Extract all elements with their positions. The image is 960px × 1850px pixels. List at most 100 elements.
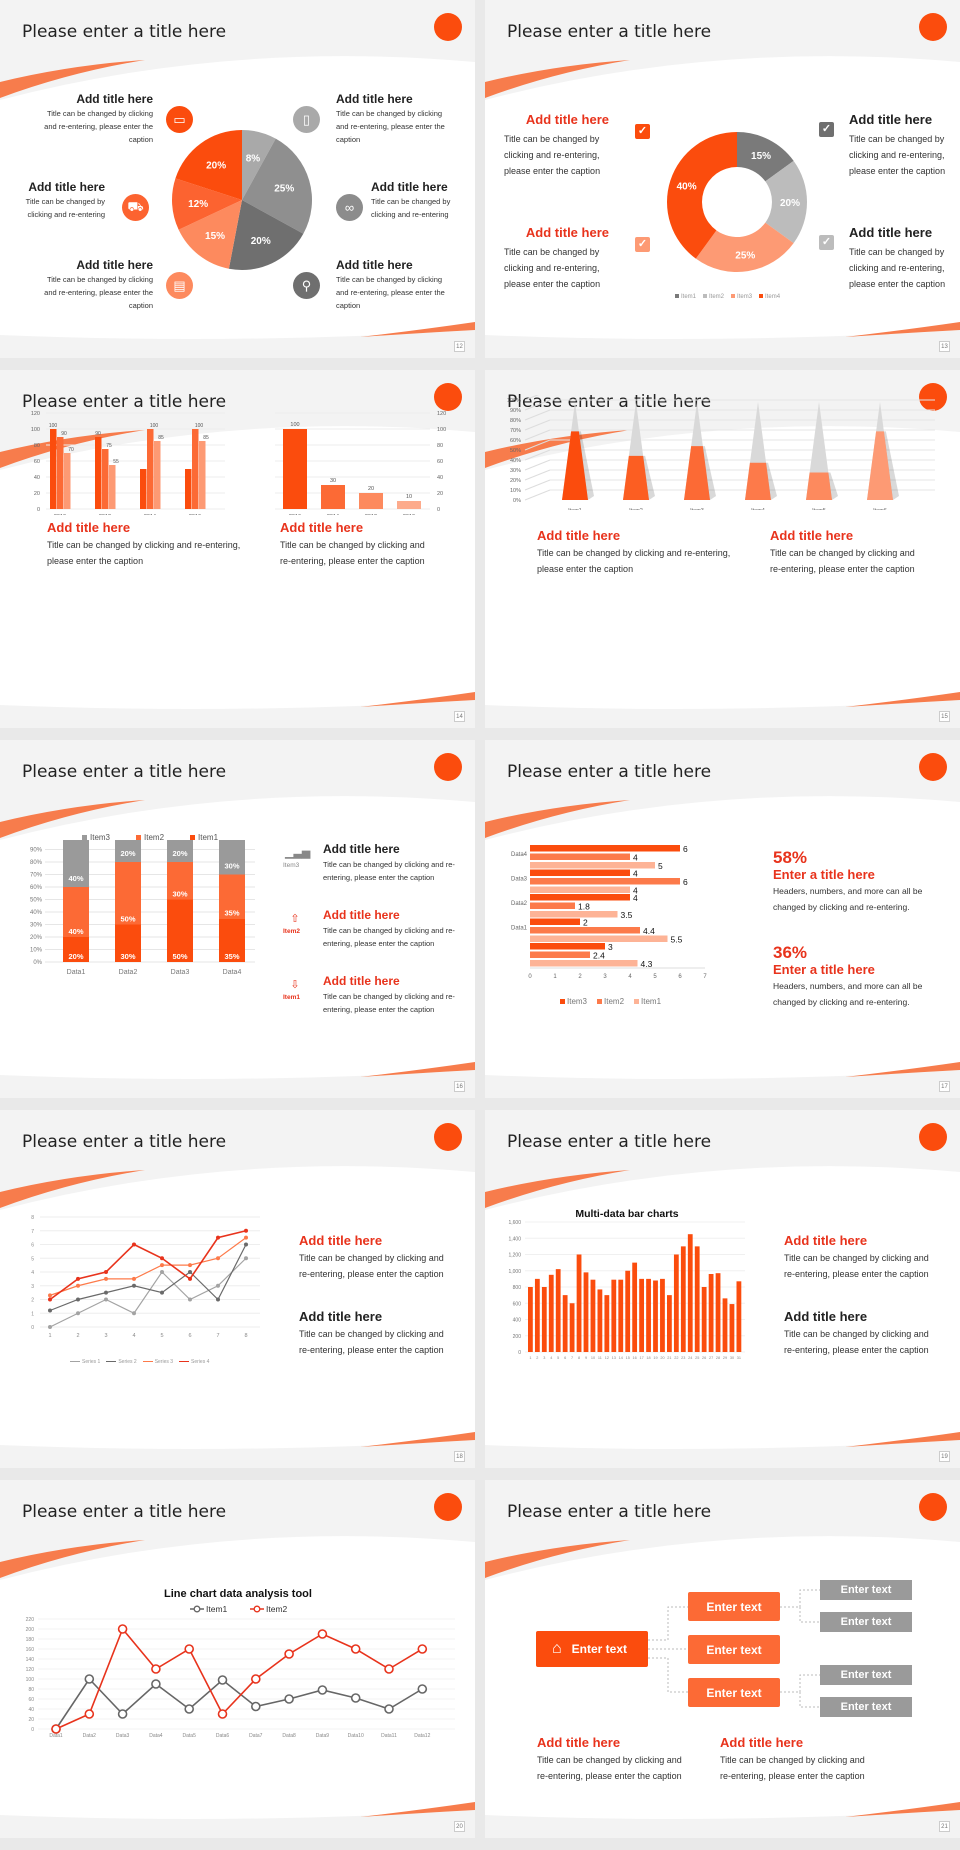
item-title[interactable]: Add title here: [76, 258, 153, 272]
text-title[interactable]: Add title here: [784, 1309, 868, 1324]
slide-title[interactable]: Please enter a title here: [507, 1502, 712, 1522]
slide-title[interactable]: Please enter a title here: [22, 762, 227, 782]
slide-title[interactable]: Please enter a title here: [507, 22, 712, 42]
item-caption[interactable]: Title can be changed by clicking and re-…: [323, 926, 455, 948]
slide-title[interactable]: Please enter a title here: [507, 392, 712, 412]
item-title[interactable]: Add title here: [76, 92, 153, 106]
mid-node[interactable]: Enter text: [688, 1592, 780, 1621]
leaf-node[interactable]: Enter text: [820, 1697, 912, 1717]
item-title[interactable]: Add title here: [323, 974, 400, 988]
svg-text:Data6: Data6: [216, 1733, 230, 1739]
leaf-node[interactable]: Enter text: [820, 1612, 912, 1632]
chart-title: Multi-data bar charts: [575, 1208, 678, 1220]
slide-title[interactable]: Please enter a title here: [22, 1502, 227, 1522]
slide-16[interactable]: Please enter a title here 16 Item3 Item2 It…: [0, 740, 475, 1098]
checkbox-icon[interactable]: ✓: [635, 124, 650, 139]
slide-21[interactable]: Please enter a title here 21 ⌂ Enter text…: [485, 1480, 960, 1838]
slide-title[interactable]: Please enter a title here: [22, 1132, 227, 1152]
text-caption[interactable]: Title can be changed by clicking and re-…: [784, 1253, 929, 1279]
item-title[interactable]: Add title here: [336, 258, 413, 272]
item-title[interactable]: Add title here: [849, 112, 933, 127]
slide-17[interactable]: Please enter a title here 17 6 4 5 Data4 4 6 4 D…: [485, 740, 960, 1098]
text-title[interactable]: Add title here: [280, 520, 364, 535]
leaf-node[interactable]: Enter text: [820, 1665, 912, 1685]
text-title[interactable]: Add title here: [784, 1233, 868, 1248]
checkbox-icon[interactable]: ✓: [635, 237, 650, 252]
svg-text:3.5: 3.5: [621, 910, 633, 920]
item-caption[interactable]: Title can be changed by clicking and re-…: [504, 134, 601, 176]
stat-title[interactable]: Enter a title here: [773, 962, 875, 977]
slide-12[interactable]: Please enter a title here 12 Add title h…: [0, 0, 475, 358]
stat-value[interactable]: 36%: [773, 943, 808, 962]
text-title[interactable]: Add title here: [299, 1309, 383, 1324]
text-title[interactable]: Add title here: [537, 1735, 621, 1750]
mid-node[interactable]: Enter text: [688, 1635, 780, 1664]
text-title[interactable]: Add title here: [47, 520, 131, 535]
item-caption[interactable]: Title can be changed by clicking and re-…: [504, 247, 601, 289]
text-caption[interactable]: Title can be changed by clicking and re-…: [299, 1329, 444, 1355]
item-caption[interactable]: Title can be changed by clicking and re-…: [336, 275, 445, 310]
slide-19[interactable]: Please enter a title here 19 Multi-data …: [485, 1110, 960, 1468]
text-title[interactable]: Add title here: [299, 1233, 383, 1248]
item-caption[interactable]: Title can be changed by clicking and re-…: [323, 860, 455, 882]
pie-slice[interactable]: [242, 138, 312, 234]
donut-slice[interactable]: [737, 132, 794, 182]
slide-18[interactable]: Please enter a title here 18 0 1 2 3 4 5 6 7 8 1 2 3…: [0, 1110, 475, 1468]
stat-title[interactable]: Enter a title here: [773, 867, 875, 882]
text-title[interactable]: Add title here: [770, 528, 854, 543]
item-title[interactable]: Add title here: [849, 225, 933, 240]
donut-slice[interactable]: [695, 222, 794, 272]
text-caption[interactable]: Title can be changed by clicking and re-…: [784, 1329, 929, 1355]
leaf-node[interactable]: Enter text: [820, 1580, 912, 1600]
svg-text:24: 24: [688, 1356, 692, 1360]
item-caption[interactable]: Title can be changed by clicking and re-…: [25, 197, 105, 219]
item-title[interactable]: Add title here: [336, 92, 413, 106]
donut-slice[interactable]: [765, 160, 807, 244]
pie-slice[interactable]: [228, 200, 304, 270]
pie-slice[interactable]: [172, 178, 242, 230]
pie-slice[interactable]: [175, 130, 242, 200]
svg-text:40: 40: [28, 1707, 34, 1713]
slide-15[interactable]: Please enter a title here 15 0% 10% 20% 30% 4…: [485, 370, 960, 728]
stat-caption[interactable]: Headers, numbers, and more can all be ch…: [773, 886, 923, 912]
donut-slice[interactable]: [667, 132, 737, 259]
slide-20[interactable]: Please enter a title here 20 Line chart …: [0, 1480, 475, 1838]
slide-13[interactable]: Please enter a title here 13 Add title h…: [485, 0, 960, 358]
text-caption[interactable]: Title can be changed by clicking and re-…: [47, 540, 241, 566]
svg-text:Data4: Data4: [223, 969, 242, 976]
item-caption[interactable]: Title can be changed by clicking and re-…: [371, 197, 451, 219]
text-title[interactable]: Add title here: [720, 1735, 804, 1750]
item-caption[interactable]: Title can be changed by clicking and re-…: [336, 109, 445, 144]
item-title[interactable]: Add title here: [371, 180, 448, 194]
item-caption[interactable]: Title can be changed by clicking and re-…: [44, 275, 153, 310]
text-title[interactable]: Add title here: [537, 528, 621, 543]
item-caption[interactable]: Title can be changed by clicking and re-…: [849, 247, 946, 289]
text-caption[interactable]: Title can be changed by clicking and re-…: [720, 1755, 865, 1781]
slide-title[interactable]: Please enter a title here: [507, 762, 712, 782]
text-caption[interactable]: Title can be changed by clicking and re-…: [280, 540, 425, 566]
slide-14[interactable]: Please enter a title here 14 0 20 40 60 80 100…: [0, 370, 475, 728]
stat-value[interactable]: 58%: [773, 848, 808, 867]
item-title[interactable]: Add title here: [323, 842, 400, 856]
item-title[interactable]: Add title here: [525, 225, 609, 240]
pie-slice[interactable]: [178, 200, 242, 269]
item-title[interactable]: Add title here: [525, 112, 609, 127]
slide-title[interactable]: Please enter a title here: [22, 22, 227, 42]
pie-slice[interactable]: [242, 130, 276, 200]
text-caption[interactable]: Title can be changed by clicking and re-…: [537, 1755, 682, 1781]
text-caption[interactable]: Title can be changed by clicking and re-…: [770, 548, 915, 574]
item-title[interactable]: Add title here: [28, 180, 105, 194]
slide-title[interactable]: Please enter a title here: [22, 392, 227, 412]
slide-title[interactable]: Please enter a title here: [507, 1132, 712, 1152]
checkbox-icon[interactable]: ✓: [819, 235, 834, 250]
item-caption[interactable]: Title can be changed by clicking and re-…: [849, 134, 946, 176]
text-caption[interactable]: Title can be changed by clicking and re-…: [299, 1253, 444, 1279]
checkbox-icon[interactable]: ✓: [819, 122, 834, 137]
item-caption[interactable]: Title can be changed by clicking and re-…: [44, 109, 153, 144]
item-title[interactable]: Add title here: [323, 908, 400, 922]
item-caption[interactable]: Title can be changed by clicking and re-…: [323, 992, 455, 1014]
stat-caption[interactable]: Headers, numbers, and more can all be ch…: [773, 981, 923, 1007]
text-caption[interactable]: Title can be changed by clicking and re-…: [537, 548, 731, 574]
root-node[interactable]: ⌂ Enter text: [536, 1631, 648, 1667]
mid-node[interactable]: Enter text: [688, 1678, 780, 1707]
